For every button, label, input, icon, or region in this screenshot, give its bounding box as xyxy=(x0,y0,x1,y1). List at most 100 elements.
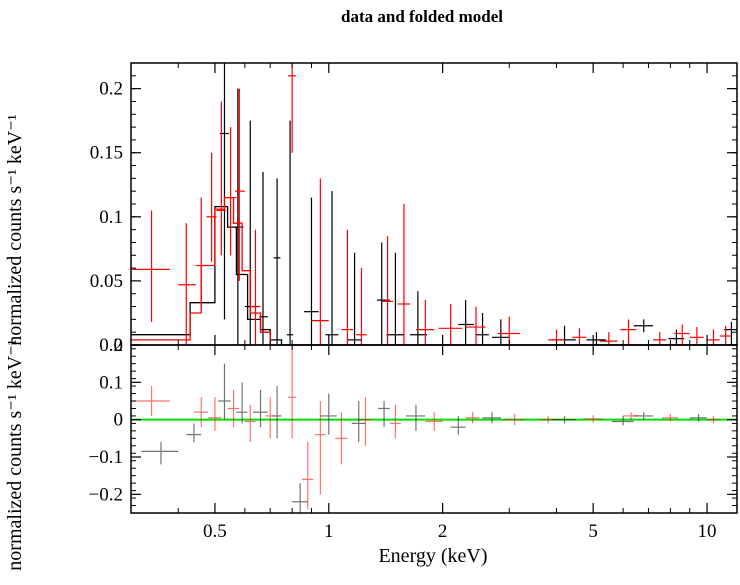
data-point xyxy=(226,127,237,256)
x-tick-label: 0.5 xyxy=(203,521,227,542)
data-point xyxy=(292,483,308,513)
data-point xyxy=(178,223,196,345)
data-point xyxy=(358,397,372,446)
data-point xyxy=(320,393,337,435)
data-point xyxy=(653,332,667,345)
data-point xyxy=(244,404,256,443)
data-point xyxy=(195,197,207,307)
y-tick-label: 0.2 xyxy=(99,335,123,356)
bottom-series-layer xyxy=(131,345,737,513)
data-point xyxy=(724,321,737,345)
x-tick-label: 10 xyxy=(698,521,717,542)
data-point xyxy=(335,412,348,465)
data-point xyxy=(552,325,576,345)
y-tick-label: 0.05 xyxy=(90,271,123,292)
data-point xyxy=(252,389,268,428)
data-point xyxy=(405,404,426,431)
data-point xyxy=(586,332,606,345)
data-point xyxy=(193,397,209,428)
data-point xyxy=(311,178,329,345)
data-point xyxy=(315,401,326,495)
data-point xyxy=(719,325,732,345)
data-point xyxy=(475,312,489,345)
data-point xyxy=(623,412,639,420)
x-tick-label: 1 xyxy=(324,521,334,542)
bottom-axis-ticks: −0.2 −0.1 0 0.1 0.2 0.5 1 2 5 10 xyxy=(89,335,737,542)
data-point xyxy=(186,423,202,443)
y-tick-label: −0.1 xyxy=(89,447,123,468)
data-point xyxy=(218,363,231,420)
data-point xyxy=(355,268,367,345)
data-point xyxy=(286,120,294,345)
chart-title: data and folded model xyxy=(341,7,503,26)
top-axis-ticks: 0 0.05 0.1 0.15 0.2 xyxy=(90,62,737,356)
top-series-layer xyxy=(131,63,737,346)
data-point xyxy=(503,414,525,426)
data-point xyxy=(208,397,222,431)
data-point xyxy=(491,319,510,345)
data-point xyxy=(539,415,557,424)
data-point xyxy=(425,412,443,431)
y-tick-label: 0.2 xyxy=(99,79,123,100)
data-point xyxy=(668,329,685,345)
data-point xyxy=(458,300,474,345)
data-point xyxy=(131,210,170,322)
data-point xyxy=(265,397,275,439)
data-point xyxy=(465,306,486,345)
data-point xyxy=(273,178,281,345)
data-point xyxy=(583,415,603,423)
data-point xyxy=(707,329,720,345)
y-tick-label: 0.15 xyxy=(90,143,123,164)
data-point xyxy=(206,152,217,262)
y-tick-label: 0 xyxy=(114,335,124,356)
data-point xyxy=(572,328,587,345)
data-point xyxy=(287,63,297,153)
data-point xyxy=(482,412,501,424)
data-point xyxy=(661,414,679,422)
data-point xyxy=(381,236,394,345)
data-point xyxy=(415,300,435,345)
data-point xyxy=(341,229,354,345)
data-point xyxy=(287,345,297,439)
data-point xyxy=(351,401,366,443)
x-tick-label: 5 xyxy=(588,521,598,542)
y-tick-label: 0 xyxy=(114,410,124,431)
data-point xyxy=(689,327,704,345)
x-tick-label: 2 xyxy=(438,521,448,542)
top-y-axis-label: normalized counts s⁻¹ keV⁻¹ xyxy=(4,114,26,345)
data-point xyxy=(272,386,282,439)
y-tick-label: 0.1 xyxy=(99,372,123,393)
data-point xyxy=(131,386,170,416)
data-point xyxy=(386,252,404,345)
data-point xyxy=(674,324,690,345)
data-point xyxy=(233,88,244,345)
bottom-panel-frame xyxy=(130,344,738,514)
top-panel: 0 0.05 0.1 0.15 0.2 normalized counts s⁻¹ ke… xyxy=(4,62,738,356)
data-point xyxy=(611,415,634,426)
data-point xyxy=(250,229,261,345)
y-tick-label: 0.1 xyxy=(99,207,123,228)
data-point xyxy=(397,204,411,345)
data-point xyxy=(620,319,637,345)
data-point xyxy=(450,415,466,435)
data-point xyxy=(378,401,390,428)
data-point xyxy=(216,101,227,256)
data-point xyxy=(325,191,339,345)
data-point xyxy=(302,442,314,510)
y-tick-label: −0.2 xyxy=(89,484,123,505)
data-point xyxy=(236,382,248,424)
data-point xyxy=(347,252,362,345)
data-point xyxy=(234,88,245,281)
data-point xyxy=(304,197,319,345)
x-axis-label: Energy (keV) xyxy=(378,545,487,567)
data-point xyxy=(438,303,463,345)
data-point xyxy=(141,442,179,465)
model-step-line-0 xyxy=(131,205,737,346)
data-point xyxy=(707,415,720,424)
data-point xyxy=(410,291,428,345)
data-point xyxy=(465,412,480,424)
data-point xyxy=(227,389,240,428)
bottom-panel: −0.2 −0.1 0 0.1 0.2 0.5 1 2 5 10 normalized count… xyxy=(4,335,738,571)
data-point xyxy=(633,319,654,333)
